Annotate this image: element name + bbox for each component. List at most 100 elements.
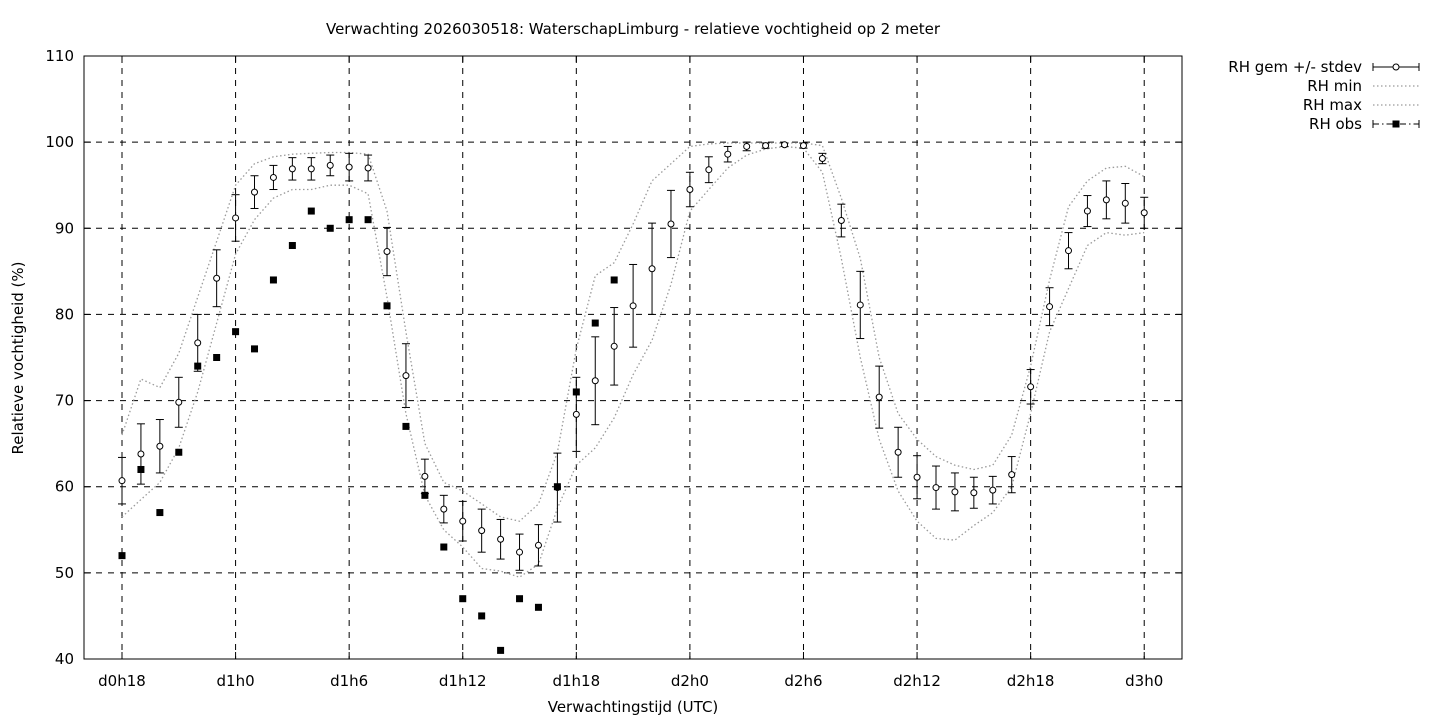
mean-point [705, 166, 713, 174]
x-axis-label: Verwachtingstijd (UTC) [548, 698, 719, 716]
mean-point [1065, 247, 1072, 255]
obs-point [137, 465, 145, 473]
mean-point [686, 186, 694, 194]
mean-point [516, 548, 524, 556]
mean-point [383, 248, 391, 256]
y-tick-label: 110 [45, 47, 74, 65]
x-tick-label: d0h18 [98, 672, 146, 690]
rh-max-line [121, 142, 1145, 522]
mean-point [345, 163, 353, 171]
obs-point [572, 388, 580, 396]
obs-point [610, 276, 618, 284]
mean-point [1008, 471, 1016, 479]
mean-point [875, 393, 883, 401]
mean-point [534, 541, 542, 549]
series-rh-max [121, 142, 1145, 522]
mean-point [194, 339, 202, 347]
legend-label-mean: RH gem +/- stdev [1228, 58, 1362, 76]
y-tick-label: 40 [55, 650, 74, 668]
legend-sample-mean-marker [1392, 63, 1400, 71]
obs-point [288, 242, 296, 250]
x-tick-label: d3h0 [1125, 672, 1163, 690]
y-tick-label: 70 [55, 392, 74, 410]
obs-point [232, 328, 240, 336]
obs-point [307, 207, 315, 215]
obs-point [326, 224, 334, 232]
mean-point [402, 372, 410, 380]
obs-point [251, 345, 259, 353]
mean-point [1046, 303, 1054, 311]
mean-point [175, 398, 183, 406]
obs-point [213, 354, 221, 361]
legend-label-obs: RH obs [1309, 115, 1362, 133]
mean-point [610, 342, 618, 350]
mean-point [913, 473, 921, 481]
legend-label-max: RH max [1303, 96, 1362, 114]
y-axis-label: Relatieve vochtigheid (%) [9, 261, 27, 454]
y-tick-label: 100 [45, 133, 74, 151]
y-axis: 40 50 60 70 80 90 100 110 [45, 47, 1182, 668]
obs-point [194, 362, 202, 370]
mean-point [1102, 196, 1110, 204]
mean-point [459, 517, 467, 525]
series-rh-mean [118, 141, 1149, 571]
mean-point [497, 535, 505, 543]
y-tick-label: 80 [55, 305, 74, 323]
obs-point [591, 319, 599, 327]
mean-point [894, 448, 902, 456]
mean-point [269, 173, 277, 181]
obs-point [459, 595, 467, 603]
mean-point [724, 150, 732, 158]
obs-point [364, 216, 372, 224]
mean-point [572, 410, 580, 418]
mean-point [1140, 209, 1148, 217]
legend-label-min: RH min [1307, 77, 1362, 95]
obs-point [421, 491, 429, 499]
x-tick-label: d2h18 [1007, 672, 1055, 690]
mean-point [989, 486, 997, 494]
x-tick-label: d1h12 [439, 672, 487, 690]
mean-point [213, 274, 221, 282]
y-tick-label: 50 [55, 564, 74, 582]
obs-point [516, 595, 524, 603]
y-tick-label: 90 [55, 219, 74, 237]
obs-point [383, 302, 391, 310]
mean-point [1083, 207, 1091, 215]
mean-point [156, 442, 164, 450]
series-rh-min [121, 145, 1145, 578]
mean-point [951, 488, 959, 496]
chart-title: Verwachting 2026030518: WaterschapLimbur… [326, 20, 941, 38]
mean-point [364, 164, 372, 172]
mean-point [932, 484, 940, 492]
obs-point [269, 276, 277, 284]
mean-point [667, 220, 675, 228]
rh-min-line [121, 145, 1145, 578]
x-tick-label: d2h12 [893, 672, 941, 690]
mean-point [1027, 383, 1035, 391]
mean-point [799, 142, 807, 150]
mean-point [326, 161, 334, 169]
x-tick-label: d1h6 [330, 672, 368, 690]
mean-point [421, 472, 429, 480]
mean-point [591, 377, 599, 385]
obs-point [553, 483, 561, 491]
x-tick-label: d2h0 [671, 672, 709, 690]
mean-point [118, 477, 126, 485]
mean-point [232, 214, 240, 222]
obs-point [345, 216, 353, 224]
y-tick-label: 60 [55, 478, 74, 496]
legend-sample-obs-marker [1392, 120, 1400, 128]
mean-point [1121, 199, 1129, 207]
obs-point [534, 603, 542, 611]
obs-point [156, 509, 164, 517]
mean-point [478, 527, 486, 535]
obs-point [440, 543, 448, 551]
plot-frame [83, 55, 1183, 660]
obs-point [118, 552, 126, 560]
mean-point [856, 301, 864, 309]
series-rh-obs [118, 207, 618, 654]
x-tick-label: d2h6 [784, 672, 822, 690]
x-axis: d0h18 d1h0 d1h6 d1h12 d1h18 d2h0 d2h6 d2h12 d2h1… [98, 56, 1163, 690]
